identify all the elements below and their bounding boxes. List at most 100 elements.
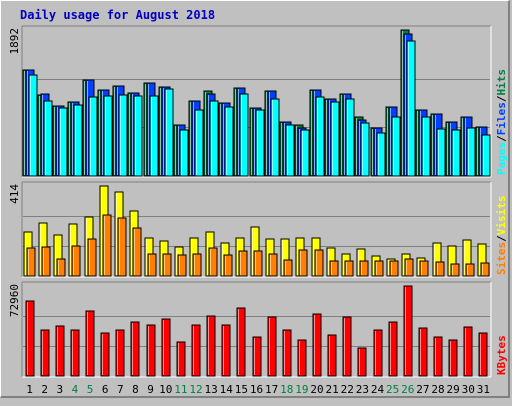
bar-sites-day-22	[344, 260, 354, 277]
bar-sites-day-26	[404, 258, 414, 277]
bar-sites-day-16	[253, 250, 263, 277]
x-tick-label-day-2: 2	[41, 383, 48, 396]
bar-kbytes-day-29	[448, 339, 458, 377]
bar-sites-day-17	[268, 253, 278, 277]
bar-sites-day-27	[419, 260, 429, 277]
series-pages	[28, 40, 491, 177]
panel-hits-max-label: 1892	[8, 28, 21, 55]
bar-sites-day-18	[283, 259, 293, 277]
x-tick-label-day-16: 16	[250, 383, 263, 396]
x-tick-label-day-12: 12	[189, 383, 202, 396]
bar-kbytes-day-16	[252, 336, 262, 377]
bar-kbytes-day-12	[191, 324, 201, 377]
x-tick-label-day-25: 25	[386, 383, 399, 396]
bar-sites-day-5	[87, 238, 97, 277]
bar-sites-day-24	[374, 260, 384, 277]
x-tick-label-day-3: 3	[57, 383, 64, 396]
bar-sites-day-19	[298, 249, 308, 277]
bar-pages-day-7	[118, 94, 128, 177]
bar-sites-day-1	[26, 247, 36, 277]
legend-part: /	[495, 235, 508, 242]
bar-pages-day-2	[43, 100, 53, 177]
bar-sites-day-31	[480, 262, 490, 277]
bar-sites-day-20	[314, 249, 324, 277]
bar-pages-day-11	[179, 129, 189, 177]
x-tick-label-day-1: 1	[26, 383, 33, 396]
bar-pages-day-6	[103, 95, 113, 177]
chart-title: Daily usage for August 2018	[20, 8, 215, 22]
bar-sites-day-15	[238, 250, 248, 277]
bar-pages-day-29	[451, 129, 461, 177]
bar-kbytes-day-25	[388, 321, 398, 377]
x-tick-label-day-18: 18	[280, 383, 293, 396]
bar-kbytes-day-13	[206, 315, 216, 377]
bar-pages-day-23	[360, 122, 370, 177]
x-tick-label-day-13: 13	[204, 383, 217, 396]
panel-kbytes-legend-label: KBytes	[495, 335, 508, 375]
bar-pages-day-10	[164, 88, 174, 177]
bar-sites-day-30	[465, 263, 475, 277]
bar-sites-day-11	[177, 254, 187, 277]
x-tick-label-day-30: 30	[462, 383, 475, 396]
bar-pages-day-14	[224, 106, 234, 177]
bar-pages-day-19	[300, 129, 310, 177]
bar-pages-day-18	[285, 124, 295, 177]
bar-kbytes-day-26	[403, 285, 413, 377]
bar-kbytes-day-6	[100, 332, 110, 377]
bar-pages-day-21	[330, 101, 340, 177]
legend-part: KBytes	[495, 335, 508, 375]
bar-kbytes-day-11	[176, 341, 186, 377]
legend-part: Sites	[495, 242, 508, 275]
bar-kbytes-day-9	[146, 324, 156, 377]
legend-part: Pages	[495, 142, 508, 175]
bar-kbytes-day-10	[161, 318, 171, 377]
bar-sites-day-12	[192, 253, 202, 277]
x-tick-label-day-20: 20	[310, 383, 323, 396]
bar-pages-day-9	[149, 95, 159, 177]
legend-part: Hits	[495, 69, 508, 96]
bar-pages-day-4	[73, 104, 83, 177]
bar-pages-day-31	[481, 134, 491, 177]
bar-kbytes-day-17	[267, 316, 277, 377]
bar-sites-day-9	[147, 253, 157, 277]
bar-sites-day-28	[435, 261, 445, 277]
bar-pages-day-22	[345, 98, 355, 177]
series-sites	[26, 214, 490, 277]
x-tick-label-day-17: 17	[265, 383, 278, 396]
bar-kbytes-day-4	[70, 329, 80, 377]
panel-hits-legend-label: Pages/Files/Hits	[495, 69, 508, 175]
x-tick-label-day-22: 22	[341, 383, 354, 396]
bar-pages-day-27	[421, 116, 431, 177]
bar-kbytes-day-21	[327, 334, 337, 377]
x-tick-label-day-9: 9	[147, 383, 154, 396]
legend-separator: /	[495, 95, 508, 102]
x-tick-label-day-27: 27	[416, 383, 429, 396]
bar-kbytes-day-7	[115, 329, 125, 377]
bar-kbytes-day-1	[25, 300, 35, 377]
bar-pages-day-13	[209, 100, 219, 177]
bar-pages-day-8	[133, 95, 143, 177]
bar-kbytes-day-30	[463, 326, 473, 377]
panel-visits: 414 Sites/Visits	[8, 181, 508, 278]
bar-kbytes-day-5	[85, 310, 95, 377]
bar-sites-day-2	[41, 246, 51, 277]
bar-kbytes-day-14	[221, 324, 231, 377]
x-tick-label-day-5: 5	[87, 383, 94, 396]
bar-sites-day-14	[223, 254, 233, 277]
x-tick-label-day-24: 24	[371, 383, 385, 396]
bar-pages-day-24	[376, 132, 386, 177]
x-tick-label-day-10: 10	[159, 383, 172, 396]
x-tick-label-day-4: 4	[72, 383, 79, 396]
x-tick-label-day-11: 11	[174, 383, 187, 396]
x-tick-label-day-31: 31	[477, 383, 490, 396]
bar-kbytes-day-2	[40, 329, 50, 377]
x-tick-label-day-7: 7	[117, 383, 124, 396]
legend-part: Visits	[495, 196, 508, 236]
bar-pages-day-16	[255, 109, 265, 177]
x-tick-label-day-6: 6	[102, 383, 109, 396]
bar-sites-day-13	[208, 247, 218, 277]
bar-pages-day-30	[466, 127, 476, 177]
x-tick-label-day-14: 14	[220, 383, 234, 396]
bar-kbytes-day-24	[373, 329, 383, 377]
